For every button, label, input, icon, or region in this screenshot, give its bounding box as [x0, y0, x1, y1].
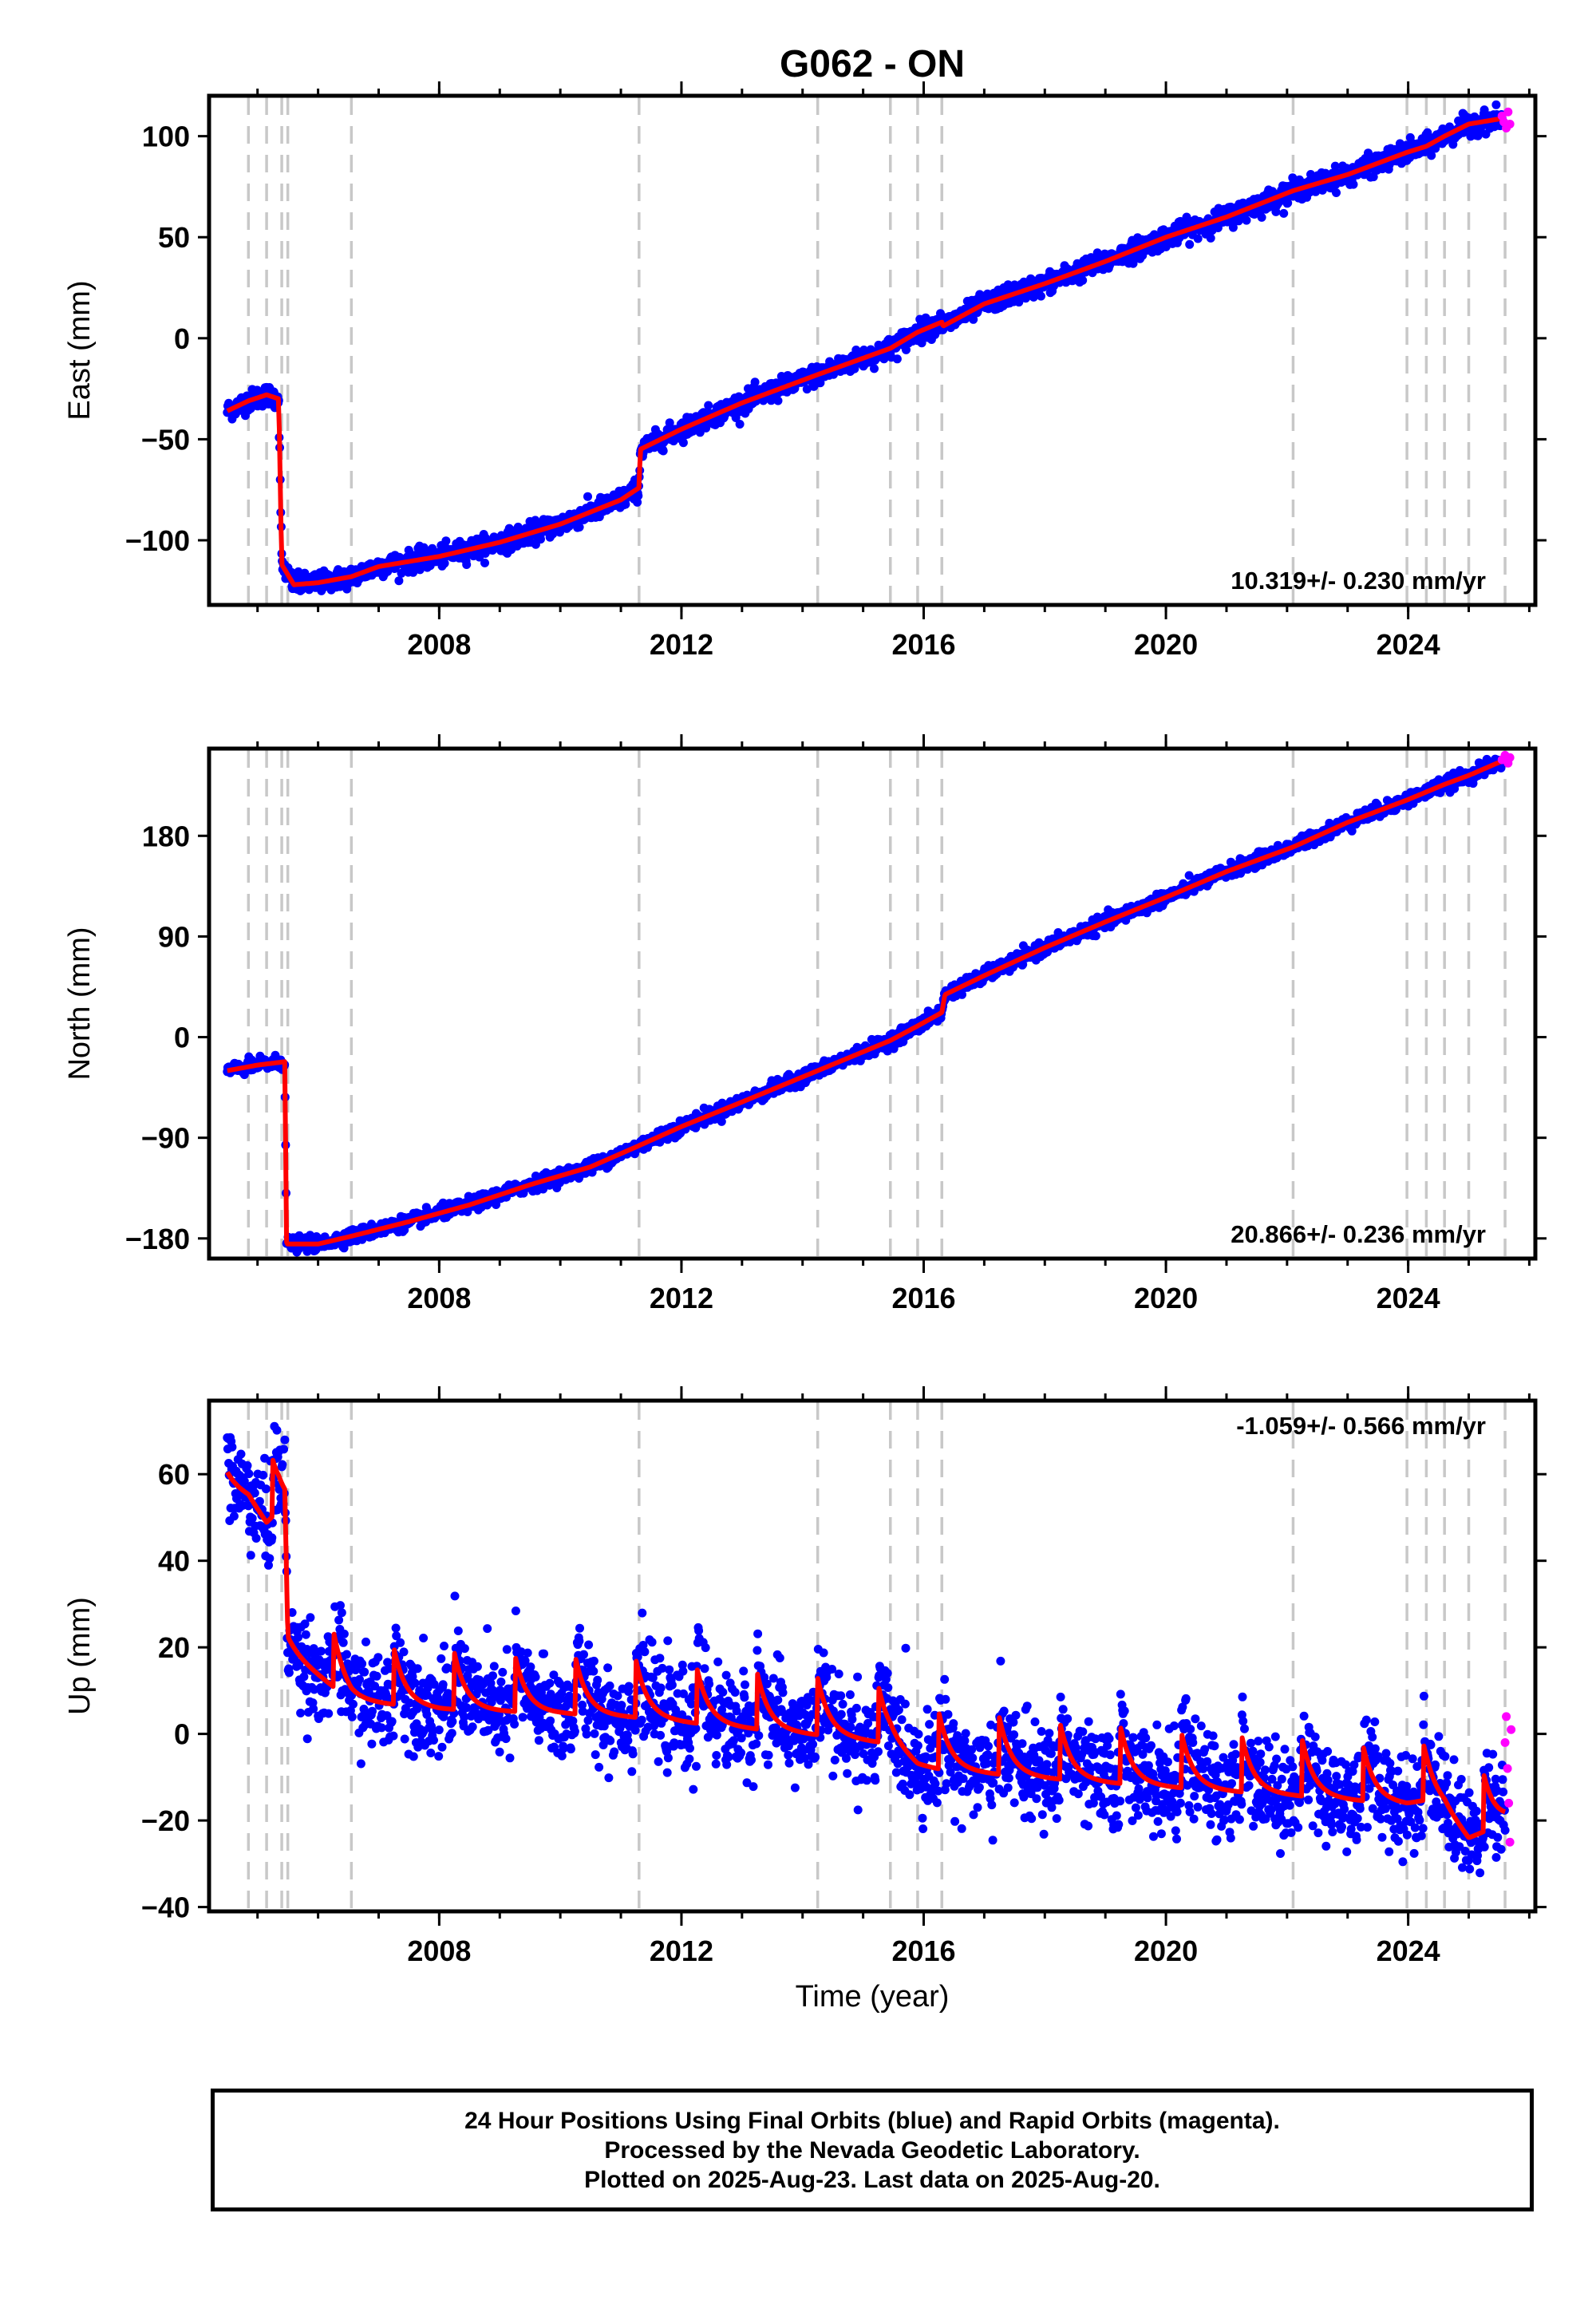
rapid-point [1503, 107, 1513, 117]
final-point [1206, 233, 1215, 243]
final-point [1242, 215, 1251, 225]
final-point [735, 420, 745, 429]
final-point [440, 559, 449, 568]
east-model [225, 115, 1507, 587]
final-point [633, 497, 642, 507]
east-frame [207, 93, 1538, 607]
east-final-points [223, 100, 1507, 595]
y-tick-label: 50 [158, 221, 190, 254]
east-model-line [225, 115, 1507, 587]
final-point [1128, 259, 1138, 268]
east-y-axis-label: East (mm) [63, 280, 97, 420]
east-rapid-points [1497, 107, 1515, 133]
final-point [1257, 212, 1266, 222]
final-point [1037, 291, 1045, 301]
final-point [902, 345, 911, 354]
final-point [1185, 239, 1195, 249]
y-tick-label: −100 [125, 524, 190, 557]
east-y-axis: −100 −50 0 50 100 East (mm) [63, 121, 1547, 557]
final-point [634, 491, 643, 500]
final-point [879, 354, 889, 364]
x-tick-label: 2012 [650, 628, 713, 661]
north-final-points [223, 754, 1507, 1257]
final-point [583, 492, 592, 501]
final-point [1091, 931, 1100, 941]
y-tick-label: −50 [141, 423, 190, 456]
final-point [802, 385, 812, 394]
final-point [1330, 161, 1340, 171]
final-point [1332, 188, 1341, 197]
final-point [750, 377, 760, 387]
final-point [1369, 172, 1378, 182]
final-point [1491, 100, 1501, 109]
final-point [1193, 234, 1203, 243]
final-point [441, 536, 451, 546]
y-tick-label: 0 [174, 322, 190, 355]
final-point [536, 535, 545, 544]
east-x-axis: 2008 2012 2016 2020 2024 [256, 81, 1531, 661]
final-point [480, 558, 489, 567]
final-point [1279, 208, 1289, 218]
final-point [1228, 223, 1238, 232]
final-point [1078, 275, 1088, 285]
final-point [704, 401, 713, 410]
rapid-point [1505, 119, 1515, 128]
final-point [1283, 198, 1293, 207]
final-point [621, 500, 630, 509]
final-point [415, 565, 425, 575]
final-point [870, 364, 879, 373]
figure-title: G062 - ON [780, 43, 965, 85]
final-point [539, 1184, 548, 1194]
final-point [575, 523, 584, 532]
north-event-lines [247, 750, 1507, 1257]
x-tick-label: 2016 [891, 628, 955, 661]
final-point [394, 576, 404, 586]
final-point [773, 396, 783, 405]
x-tick-label: 2020 [1134, 628, 1198, 661]
final-point [816, 378, 825, 388]
y-tick-label: 100 [142, 121, 190, 153]
final-point [717, 1117, 726, 1126]
x-tick-label: 2008 [407, 628, 471, 661]
final-point [678, 438, 688, 448]
east-rate-label: 10.319+/- 0.230 mm/yr [1231, 567, 1486, 595]
final-point [1349, 180, 1358, 189]
final-point [1427, 151, 1436, 160]
final-point [462, 560, 472, 569]
final-point [658, 446, 668, 456]
final-point [917, 338, 926, 348]
final-point [892, 354, 902, 364]
x-tick-label: 2024 [1377, 628, 1440, 661]
